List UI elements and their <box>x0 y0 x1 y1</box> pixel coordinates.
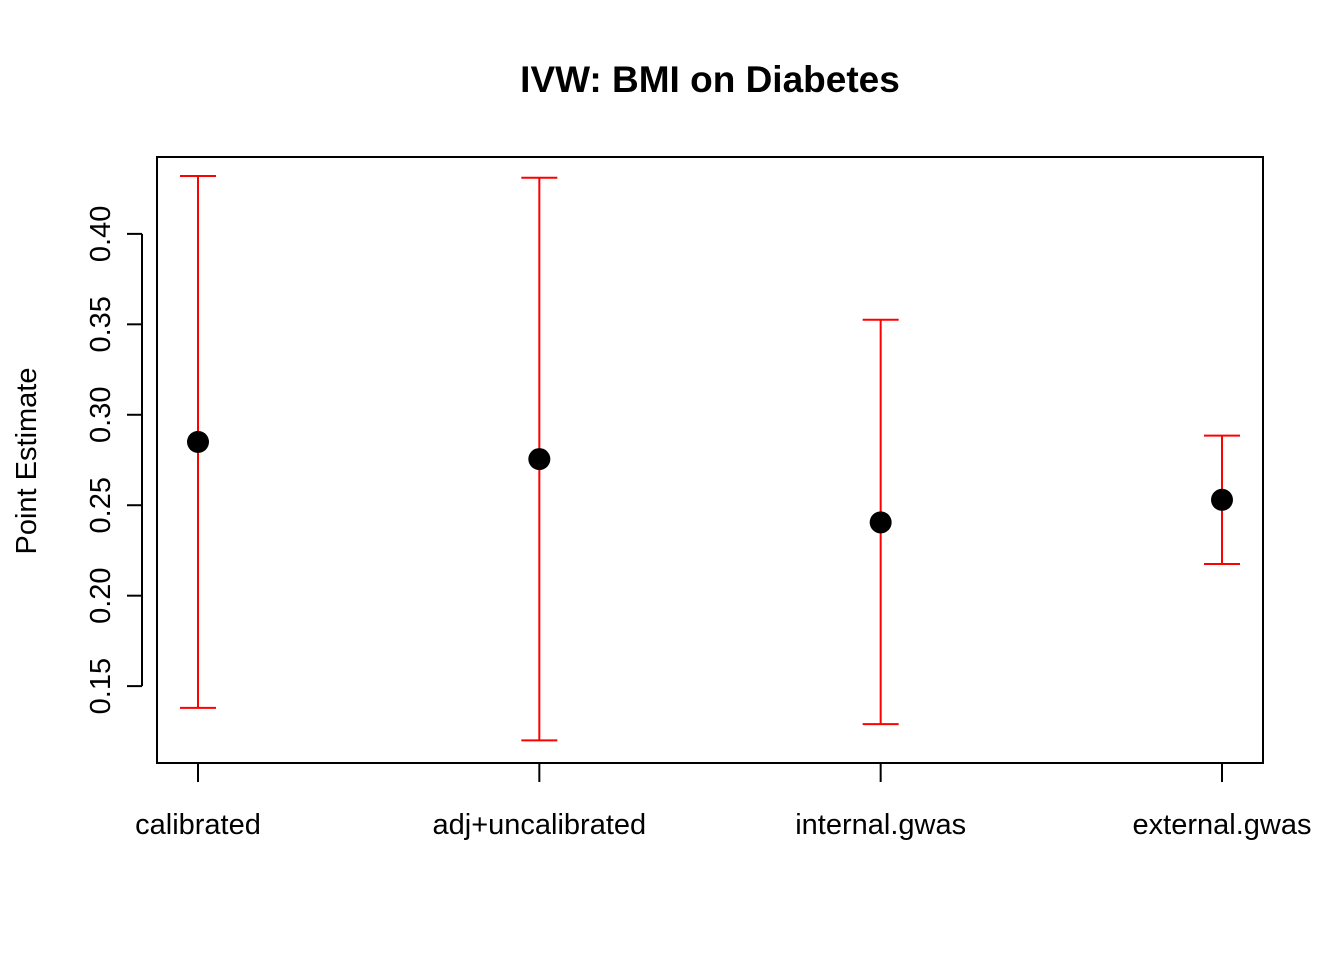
plot-frame <box>156 156 1264 764</box>
data-point <box>869 511 892 534</box>
y-tick-label: 0.20 <box>85 567 117 623</box>
y-tick-label: 0.15 <box>85 658 117 714</box>
data-point <box>187 430 209 453</box>
y-axis-label: Point Estimate <box>11 368 43 555</box>
x-tick-label: calibrated <box>135 809 261 841</box>
chart-title: IVW: BMI on Diabetes <box>520 59 900 100</box>
error-bars <box>180 174 1240 742</box>
x-tick-label: external.gwas <box>1133 809 1312 841</box>
x-tick-label: internal.gwas <box>795 809 966 841</box>
data-point <box>1211 488 1233 511</box>
y-tick-label: 0.35 <box>85 296 117 352</box>
data-point <box>528 448 551 471</box>
x-tick-label: adj+uncalibrated <box>433 809 647 841</box>
y-tick-label: 0.30 <box>85 387 117 443</box>
y-axis: 0.15 0.20 0.25 0.30 0.35 0.40 <box>85 206 143 714</box>
points <box>187 430 1233 534</box>
y-tick-label: 0.40 <box>85 206 117 262</box>
y-tick-label: 0.25 <box>85 477 117 533</box>
x-axis: calibrated adj+uncalibrated internal.gwas e… <box>135 762 1312 841</box>
